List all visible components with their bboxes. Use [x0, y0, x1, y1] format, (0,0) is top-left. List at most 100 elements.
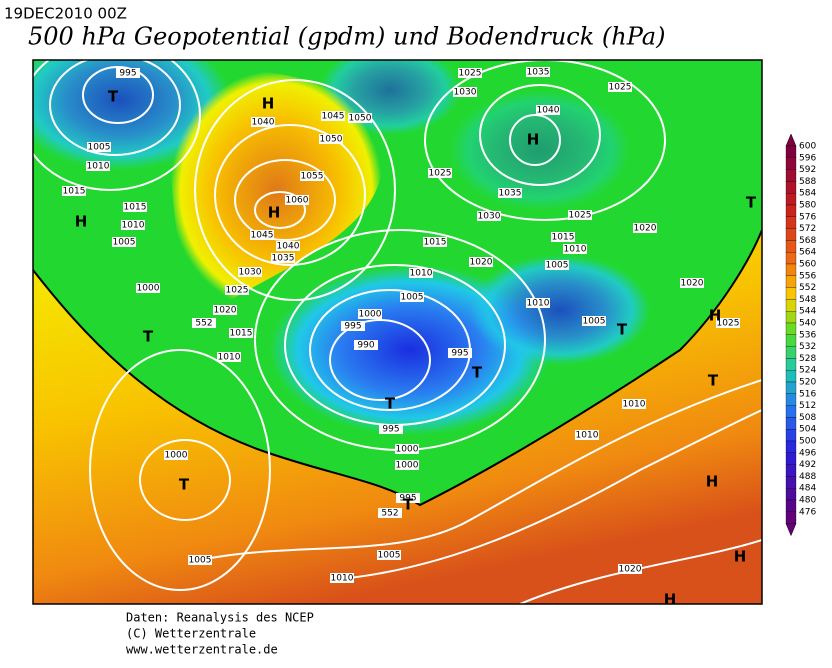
isobar-label-bg: [622, 399, 646, 409]
isobar-label: 1050: [320, 135, 343, 145]
isobar-label: 1030: [239, 268, 262, 278]
map-frame: [32, 59, 763, 605]
colorbar-label: 560: [799, 260, 816, 270]
isobar-label-bg: [213, 305, 237, 315]
isobar-label-bg: [448, 348, 472, 358]
colorbar-swatch: [785, 464, 797, 477]
colorbar-label: 592: [799, 165, 816, 175]
colorbar-swatch: [785, 346, 797, 359]
isobar-label-bg: [86, 161, 110, 171]
isobar-label-bg: [192, 318, 216, 328]
isobar-label: 1020: [214, 306, 237, 316]
isobar-label-bg: [250, 230, 274, 240]
pressure-center: T: [179, 476, 190, 494]
map-date: 19DEC2010 00Z: [4, 5, 127, 23]
colorbar-label: 580: [799, 201, 816, 211]
isobar-label: 1005: [583, 317, 606, 327]
isobar-label-bg: [409, 268, 433, 278]
colorbar-swatch: [785, 429, 797, 442]
isobar-label-bg: [330, 573, 354, 583]
isobar-label: 1055: [301, 172, 324, 182]
colorbar-label: 572: [799, 224, 816, 234]
isobar-label: 1025: [717, 319, 740, 329]
isobar-label-bg: [551, 232, 575, 242]
isobar-label-bg: [348, 113, 372, 123]
isobar-label-bg: [545, 260, 569, 270]
isobar-label-bg: [276, 241, 300, 251]
pressure-center: T: [472, 364, 483, 382]
map-area: [33, 60, 762, 604]
pressure-center: T: [108, 88, 119, 106]
colorbar-swatch: [785, 381, 797, 394]
colorbar-swatch: [785, 204, 797, 217]
isobar-label-bg: [716, 318, 740, 328]
isobar-label-bg: [62, 186, 86, 196]
isobar-label-bg: [400, 292, 424, 302]
isobar-label: 995: [119, 69, 136, 79]
isobar-label: 1040: [277, 242, 300, 252]
isobar-label-bg: [358, 309, 382, 319]
isobar-label: 1040: [537, 106, 560, 116]
pressure-center: T: [617, 321, 628, 339]
colorbar-swatch: [785, 393, 797, 406]
colorbar-label: 500: [799, 437, 816, 447]
isobar-label: 1005: [189, 556, 212, 566]
isobar-label: 1015: [124, 203, 147, 213]
colorbar-label: 496: [799, 448, 816, 458]
isobar-label: 1020: [681, 279, 704, 289]
isobar-label-bg: [526, 67, 550, 77]
colorbar-swatch: [785, 157, 797, 170]
isobar-label: 1030: [454, 88, 477, 98]
isobar-label: 1010: [87, 162, 110, 172]
isobar-label-bg: [271, 253, 295, 263]
isobar-label: 1005: [401, 293, 424, 303]
isobar-label-bg: [568, 210, 592, 220]
isobar-label: 1060: [286, 196, 309, 206]
isobar-label: 1035: [272, 254, 295, 264]
isobar-label: 1020: [634, 224, 657, 234]
isobar-label: 1000: [165, 451, 188, 461]
isobar-label: 1010: [218, 353, 241, 363]
colorbar-swatch: [785, 417, 797, 430]
isobar-label: 1005: [378, 551, 401, 561]
isobar-label: 1010: [122, 221, 145, 231]
colorbar-arrow: [785, 133, 797, 147]
isobar-label: 1000: [396, 445, 419, 455]
colorbar-swatch: [785, 240, 797, 253]
pressure-center: T: [708, 372, 719, 390]
isobar-label-bg: [395, 460, 419, 470]
isobar-label-bg: [428, 168, 452, 178]
colorbar-swatch: [785, 476, 797, 489]
isobar-label: 1015: [424, 238, 447, 248]
isobar-label: 995: [382, 425, 399, 435]
colorbar-label: 576: [799, 212, 816, 222]
isobar-label: 1025: [569, 211, 592, 221]
colorbar-swatch: [785, 145, 797, 158]
isobar-label-bg: [396, 493, 420, 503]
colorbar-label: 536: [799, 330, 816, 340]
isobar-label: 1040: [252, 118, 275, 128]
colorbar-swatch: [785, 358, 797, 371]
isobar-label: 1010: [623, 400, 646, 410]
isobar-label-bg: [251, 117, 275, 127]
colorbar-swatch: [785, 405, 797, 418]
isobar-label-bg: [379, 424, 403, 434]
isobar-label: 1015: [552, 233, 575, 243]
pressure-center: H: [75, 213, 88, 231]
colorbar-label: 524: [799, 366, 816, 376]
colorbar-swatch: [785, 263, 797, 276]
pressure-center: H: [268, 204, 281, 222]
colorbar-swatch: [785, 488, 797, 501]
isobar-label-bg: [354, 340, 378, 350]
colorbar-swatch: [785, 440, 797, 453]
isobar-label: 1010: [576, 431, 599, 441]
isobar-label-bg: [319, 134, 343, 144]
isobar-label-bg: [680, 278, 704, 288]
isobar-label-bg: [300, 171, 324, 181]
pressure-center: T: [385, 395, 396, 413]
colorbar-label: 556: [799, 271, 816, 281]
isobar-label: 552: [381, 509, 398, 519]
isobar-label: 1025: [459, 69, 482, 79]
isobar-label-bg: [285, 195, 309, 205]
